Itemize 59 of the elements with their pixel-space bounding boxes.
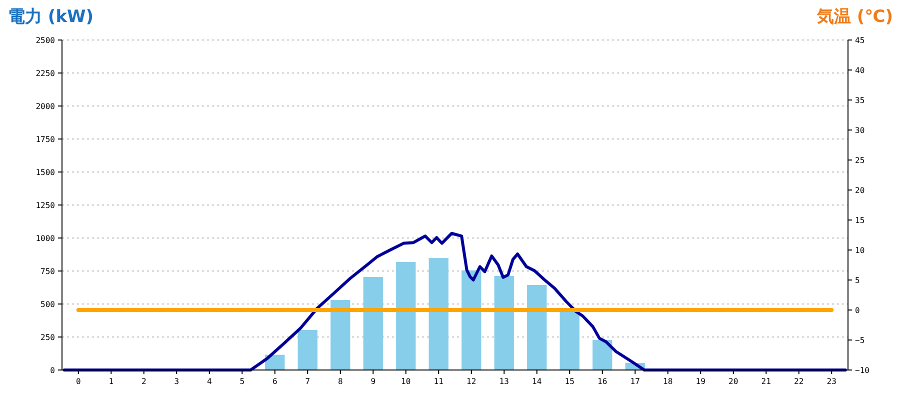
y2-tick-label: 30 — [855, 126, 865, 135]
bar — [330, 300, 350, 370]
y-tick-label: 2250 — [36, 69, 56, 78]
y-tick-label: 2500 — [36, 36, 56, 45]
y2-tick-label: 15 — [855, 216, 865, 225]
x-tick-label: 4 — [206, 377, 212, 386]
y-tick-label: 1500 — [36, 168, 56, 177]
x-tick-label: 15 — [564, 377, 575, 386]
y2-tick-label: 5 — [855, 276, 860, 285]
x-tick-label: 8 — [338, 377, 343, 386]
y2-axis-title: 気温 (℃) — [816, 7, 893, 27]
bar — [527, 284, 547, 370]
y2-tick-label: 10 — [855, 246, 865, 255]
x-tick-label: 10 — [401, 377, 411, 386]
x-tick-label: 7 — [305, 377, 310, 386]
x-tick-label: 22 — [794, 377, 804, 386]
bar — [592, 340, 612, 370]
y2-tick-label: 45 — [855, 36, 865, 45]
y-tick-label: 2000 — [36, 102, 56, 111]
y-tick-label: 1250 — [36, 201, 56, 210]
x-tick-label: 11 — [434, 377, 444, 386]
x-tick-label: 12 — [466, 377, 476, 386]
x-tick-label: 21 — [761, 377, 772, 386]
y-tick-label: 0 — [50, 366, 56, 375]
bar — [560, 312, 580, 370]
bar — [396, 262, 416, 370]
y2-tick-label: 25 — [855, 156, 865, 165]
bar — [298, 330, 318, 370]
bar — [428, 258, 448, 370]
y2-tick-label: 20 — [855, 186, 865, 195]
x-tick-label: 9 — [370, 377, 376, 386]
y2-tick-label: 40 — [855, 66, 865, 75]
x-tick-label: 3 — [174, 377, 180, 386]
bar — [363, 276, 383, 370]
x-tick-label: 2 — [141, 377, 146, 386]
x-tick-label: 18 — [663, 377, 673, 386]
y-tick-label: 250 — [40, 333, 56, 342]
x-tick-label: 19 — [696, 377, 706, 386]
x-tick-label: 17 — [630, 377, 640, 386]
y-tick-label: 500 — [40, 300, 56, 309]
y2-tick-label: −10 — [855, 366, 870, 375]
bar — [462, 270, 482, 370]
x-tick-label: 14 — [532, 377, 542, 386]
y-axis-title: 電力 (kW) — [8, 7, 94, 27]
x-tick-label: 23 — [826, 377, 837, 386]
bar — [494, 276, 514, 370]
y-tick-label: 1750 — [36, 135, 56, 144]
x-tick-label: 16 — [598, 377, 608, 386]
x-tick-label: 1 — [108, 377, 114, 386]
y2-tick-label: −5 — [855, 336, 865, 345]
y-tick-label: 750 — [40, 267, 56, 276]
x-tick-label: 20 — [728, 377, 738, 386]
x-tick-label: 6 — [272, 377, 278, 386]
x-tick-label: 13 — [499, 377, 510, 386]
y2-tick-label: 0 — [855, 306, 860, 315]
x-tick-label: 5 — [240, 377, 245, 386]
x-tick-label: 0 — [76, 377, 81, 386]
y-tick-label: 1000 — [36, 234, 56, 243]
y2-tick-label: 35 — [855, 96, 865, 105]
